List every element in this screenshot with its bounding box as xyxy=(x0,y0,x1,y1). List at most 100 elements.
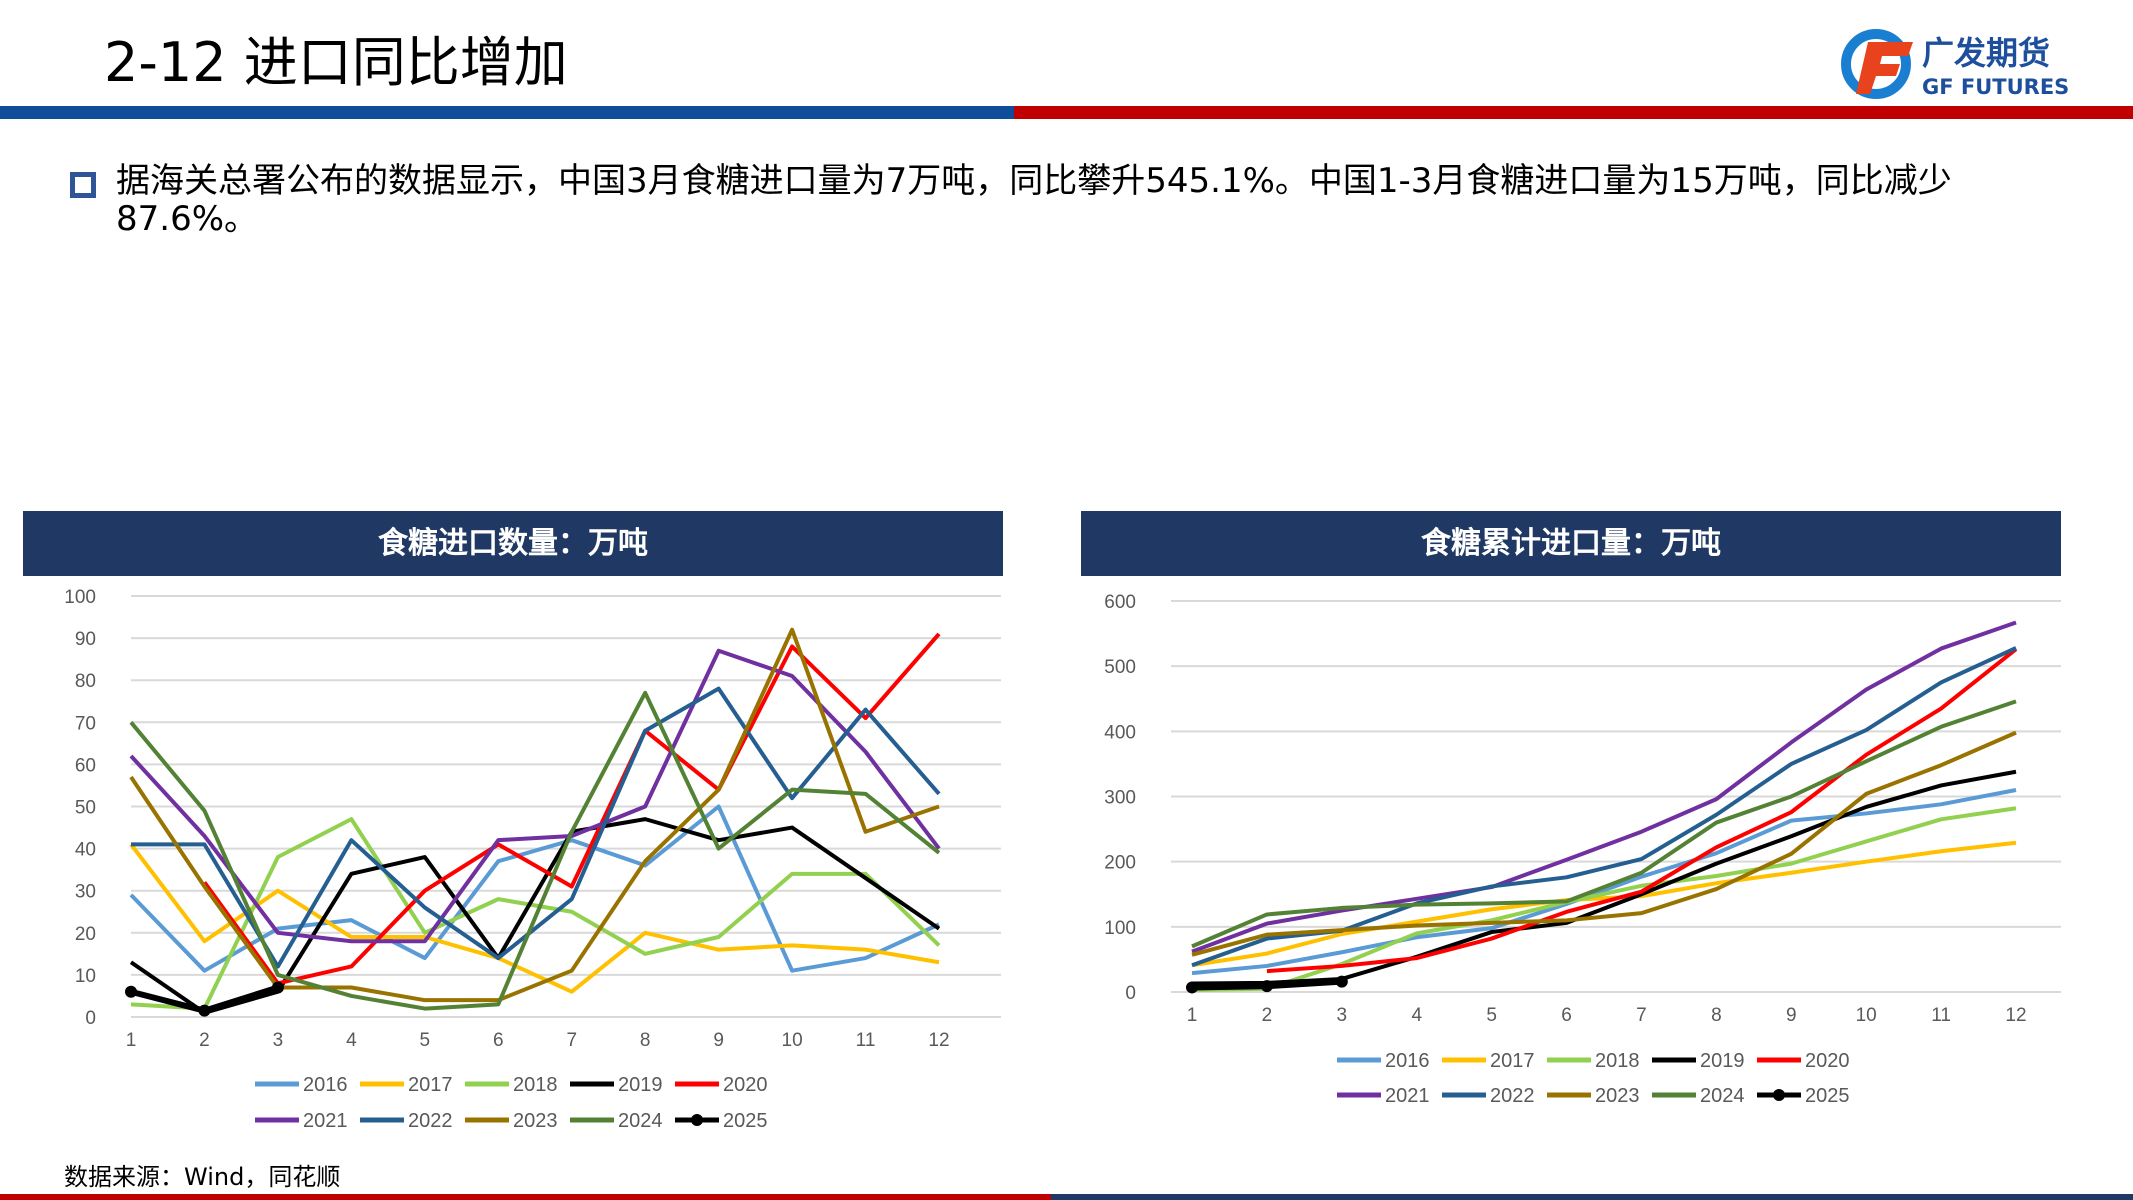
x-tick-label: 12 xyxy=(928,1030,949,1051)
x-tick-label: 1 xyxy=(1187,1005,1198,1026)
y-tick-label: 10 xyxy=(75,966,96,987)
legend-label-2025: 2025 xyxy=(723,1110,768,1132)
x-tick-label: 8 xyxy=(1711,1005,1722,1026)
x-tick-label: 11 xyxy=(1931,1005,1951,1026)
chart-title-monthly: 食糖进口数量：万吨 xyxy=(23,511,1003,576)
x-tick-label: 1 xyxy=(126,1030,137,1051)
header-divider-blue xyxy=(0,106,1014,119)
legend-label-2020: 2020 xyxy=(1805,1050,1850,1072)
series-line-2016 xyxy=(1191,788,2017,976)
x-tick-label: 5 xyxy=(1486,1005,1497,1026)
legend-label-2017: 2017 xyxy=(1490,1050,1535,1072)
legend-label-2024: 2024 xyxy=(618,1110,663,1132)
series-line-2024 xyxy=(129,690,941,1011)
svg-text:GF FUTURES: GF FUTURES xyxy=(1922,75,2069,99)
y-tick-label: 80 xyxy=(75,671,96,692)
series-line-2016 xyxy=(129,804,940,973)
x-tick-label: 12 xyxy=(2005,1005,2026,1026)
series-line-2022 xyxy=(131,686,941,969)
series-line-2021 xyxy=(129,648,941,944)
gf-futures-logo: 广发期货 GF FUTURES xyxy=(1838,22,2106,102)
x-tick-label: 10 xyxy=(1856,1005,1877,1026)
x-tick-label: 6 xyxy=(493,1030,504,1051)
y-tick-label: 20 xyxy=(75,924,96,945)
legend-label-2024: 2024 xyxy=(1700,1085,1745,1107)
series-line-2020 xyxy=(202,632,941,986)
y-tick-label: 200 xyxy=(1104,853,1136,874)
x-tick-label: 6 xyxy=(1561,1005,1572,1026)
y-tick-label: 0 xyxy=(1125,983,1136,1004)
y-tick-label: 50 xyxy=(75,798,96,819)
x-tick-label: 8 xyxy=(640,1030,651,1051)
x-tick-label: 2 xyxy=(1262,1005,1273,1026)
data-source: 数据来源：Wind，同花顺 xyxy=(64,1163,341,1191)
series-line-2023 xyxy=(1191,730,2017,957)
x-tick-label: 3 xyxy=(273,1030,284,1051)
series-line-2019 xyxy=(1191,769,2017,986)
y-tick-label: 300 xyxy=(1104,788,1136,809)
y-tick-label: 400 xyxy=(1104,722,1136,743)
legend-label-2018: 2018 xyxy=(513,1074,558,1096)
series-marker-2025 xyxy=(125,985,137,998)
legend-marker-2025 xyxy=(1773,1089,1785,1101)
x-tick-label: 4 xyxy=(346,1030,357,1051)
legend-marker-2025 xyxy=(691,1114,703,1126)
footer-divider-red xyxy=(0,1194,1051,1200)
legend-label-2025: 2025 xyxy=(1805,1085,1850,1107)
x-tick-label: 3 xyxy=(1337,1005,1348,1026)
y-tick-label: 60 xyxy=(75,755,96,776)
series-marker-2025 xyxy=(1260,980,1273,993)
series-line-2024 xyxy=(1191,699,2017,949)
legend-label-2022: 2022 xyxy=(1490,1085,1535,1107)
x-tick-label: 4 xyxy=(1411,1005,1422,1026)
series-marker-2025 xyxy=(271,981,284,994)
series-line-2019 xyxy=(129,817,941,1015)
x-tick-label: 9 xyxy=(713,1030,724,1051)
square-bullet-icon xyxy=(70,172,96,198)
series-marker-2025 xyxy=(1186,981,1198,994)
y-tick-label: 600 xyxy=(1104,592,1136,613)
x-tick-label: 10 xyxy=(782,1030,803,1051)
x-tick-label: 7 xyxy=(566,1030,577,1051)
series-marker-2025 xyxy=(198,1004,211,1017)
y-tick-label: 100 xyxy=(1104,918,1136,939)
series-line-2018 xyxy=(130,817,941,1011)
series-line-2017 xyxy=(129,843,940,994)
y-tick-label: 500 xyxy=(1104,657,1136,678)
legend-label-2020: 2020 xyxy=(723,1074,768,1096)
x-tick-label: 9 xyxy=(1786,1005,1797,1026)
legend-label-2018: 2018 xyxy=(1595,1050,1640,1072)
x-tick-label: 7 xyxy=(1636,1005,1647,1026)
header-divider-red xyxy=(1014,106,2133,119)
legend-label-2017: 2017 xyxy=(408,1074,453,1096)
legend-label-2019: 2019 xyxy=(618,1074,663,1096)
x-tick-label: 11 xyxy=(856,1030,876,1051)
legend-label-2023: 2023 xyxy=(513,1110,558,1132)
y-tick-label: 70 xyxy=(75,713,96,734)
series-line-2021 xyxy=(1191,620,2017,954)
series-line-2023 xyxy=(129,627,940,1003)
legend-label-2023: 2023 xyxy=(1595,1085,1640,1107)
legend-label-2021: 2021 xyxy=(303,1110,348,1132)
y-tick-label: 40 xyxy=(75,840,96,861)
page-title: 2-12 进口同比增加 xyxy=(104,31,568,94)
legend-label-2022: 2022 xyxy=(408,1110,453,1132)
legend-label-2021: 2021 xyxy=(1385,1085,1430,1107)
svg-text:广发期货: 广发期货 xyxy=(1922,34,2050,72)
legend-label-2016: 2016 xyxy=(303,1074,348,1096)
summary-text: 据海关总署公布的数据显示，中国3月食糖进口量为7万吨，同比攀升545.1%。中国… xyxy=(116,161,1952,239)
chart-title-cumulative: 食糖累计进口量：万吨 xyxy=(1081,511,2061,576)
series-marker-2025 xyxy=(1335,975,1348,988)
x-tick-label: 2 xyxy=(199,1030,210,1051)
series-line-2020 xyxy=(1266,647,2018,974)
legend-label-2016: 2016 xyxy=(1385,1050,1430,1072)
y-tick-label: 30 xyxy=(75,882,96,903)
y-tick-label: 100 xyxy=(64,587,96,608)
footer-divider-blue xyxy=(1051,1194,2133,1200)
y-tick-label: 0 xyxy=(85,1008,96,1029)
x-tick-label: 5 xyxy=(420,1030,431,1051)
y-tick-label: 90 xyxy=(75,629,96,650)
legend-label-2019: 2019 xyxy=(1700,1050,1745,1072)
